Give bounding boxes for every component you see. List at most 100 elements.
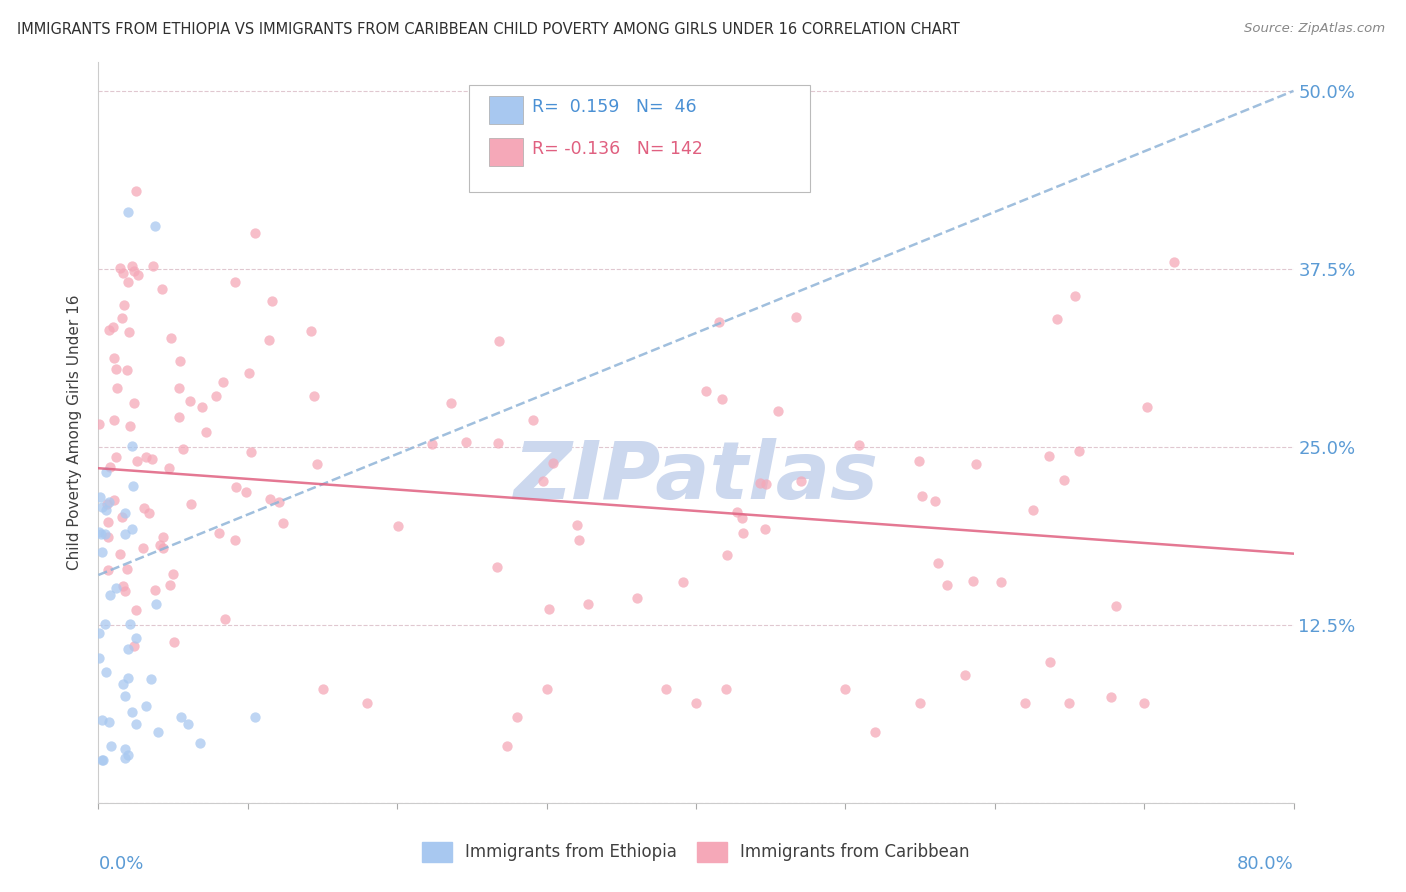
Point — [755, 476, 778, 491]
Point — [105, 581, 128, 595]
Point — [567, 518, 589, 533]
Point — [924, 494, 946, 508]
Point — [1133, 696, 1156, 710]
Point — [143, 583, 166, 598]
Point — [100, 739, 122, 754]
Point — [302, 389, 325, 403]
Point — [105, 450, 128, 465]
Point — [124, 639, 146, 653]
Point — [191, 400, 214, 414]
Point — [118, 325, 141, 339]
Point — [118, 617, 141, 632]
Point — [235, 484, 257, 499]
Point — [142, 259, 165, 273]
Point — [754, 522, 776, 536]
Point — [179, 393, 201, 408]
Point — [733, 525, 755, 540]
Point — [138, 507, 160, 521]
Point — [87, 524, 110, 539]
Point — [143, 219, 166, 234]
Point — [1038, 449, 1060, 463]
Point — [111, 579, 134, 593]
Point — [454, 435, 477, 450]
Point — [911, 489, 934, 503]
Point — [305, 457, 328, 471]
Point — [420, 437, 443, 451]
Point — [91, 713, 114, 727]
Point — [965, 457, 987, 471]
Point — [908, 696, 931, 710]
FancyBboxPatch shape — [489, 95, 523, 124]
Point — [97, 530, 120, 544]
Point — [163, 634, 186, 648]
Point — [159, 330, 181, 344]
Point — [114, 742, 136, 756]
Point — [311, 681, 333, 696]
Point — [180, 497, 202, 511]
Point — [108, 261, 131, 276]
Point — [118, 418, 141, 433]
Point — [506, 710, 529, 724]
Point — [96, 502, 118, 516]
Point — [132, 500, 155, 515]
Point — [1059, 696, 1081, 710]
Point — [90, 500, 112, 515]
Text: 0.0%: 0.0% — [98, 855, 143, 872]
Point — [114, 527, 136, 541]
Point — [114, 584, 136, 599]
Text: IMMIGRANTS FROM ETHIOPIA VS IMMIGRANTS FROM CARIBBEAN CHILD POVERTY AMONG GIRLS : IMMIGRANTS FROM ETHIOPIA VS IMMIGRANTS F… — [17, 22, 960, 37]
Point — [768, 404, 790, 418]
Point — [152, 530, 174, 544]
Point — [204, 389, 226, 403]
Point — [87, 625, 110, 640]
Point — [101, 320, 124, 334]
Point — [1136, 400, 1159, 414]
Point — [97, 515, 120, 529]
Point — [117, 671, 139, 685]
Point — [93, 526, 115, 541]
Point — [169, 710, 191, 724]
Point — [908, 453, 931, 467]
Point — [117, 562, 139, 576]
Point — [104, 361, 127, 376]
Point — [257, 334, 280, 348]
Point — [91, 753, 114, 767]
Point — [1069, 444, 1091, 458]
Point — [356, 696, 378, 710]
Point — [685, 696, 707, 710]
Point — [224, 533, 246, 548]
FancyBboxPatch shape — [489, 138, 523, 166]
Point — [267, 495, 290, 509]
Point — [834, 681, 856, 696]
Point — [848, 438, 870, 452]
Point — [214, 612, 236, 626]
Point — [245, 710, 267, 724]
Point — [387, 519, 409, 533]
Point — [152, 541, 174, 556]
Point — [159, 578, 181, 592]
Point — [626, 591, 648, 605]
Point — [1163, 254, 1185, 268]
Point — [725, 506, 748, 520]
Point — [486, 435, 509, 450]
Point — [112, 297, 135, 311]
Point — [91, 753, 114, 767]
Point — [122, 264, 145, 278]
Point — [90, 527, 112, 541]
Point — [122, 479, 145, 493]
Point — [149, 538, 172, 552]
Point — [709, 314, 731, 328]
Point — [122, 395, 145, 409]
Point — [97, 564, 120, 578]
Point — [94, 465, 117, 479]
Point — [576, 597, 599, 611]
Point — [105, 380, 128, 394]
Point — [488, 334, 510, 349]
Point — [127, 268, 149, 283]
Point — [1052, 473, 1074, 487]
Point — [135, 698, 157, 713]
Text: R= -0.136   N= 142: R= -0.136 N= 142 — [533, 140, 703, 158]
Text: R=  0.159   N=  46: R= 0.159 N= 46 — [533, 98, 697, 116]
Point — [299, 324, 322, 338]
Point — [89, 417, 111, 431]
